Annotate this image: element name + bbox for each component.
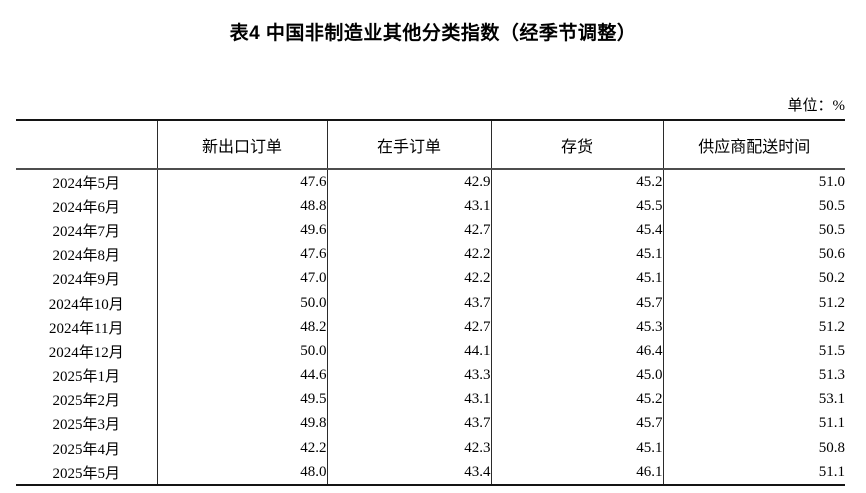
value-cell: 45.1 [490, 266, 663, 291]
month-cell: 2024年11月 [49, 320, 124, 337]
value-cell: 43.1 [326, 194, 491, 219]
value-cell: 50.2 [662, 266, 845, 291]
table-row: 2024年12月 50.0 44.1 46.4 51.5 [16, 339, 845, 364]
month-cell: 2024年8月 [52, 248, 120, 265]
value-cell: 45.3 [490, 315, 663, 340]
table-row: 2024年6月 48.8 43.1 45.5 50.5 [16, 194, 845, 219]
value-cell: 45.1 [490, 242, 663, 267]
value-cell: 50.6 [662, 242, 845, 267]
column-header-month [16, 120, 157, 170]
value-cell: 51.3 [662, 363, 845, 388]
value-cell: 50.8 [662, 436, 845, 461]
value-cell: 51.5 [662, 339, 845, 364]
value-cell: 45.0 [490, 363, 663, 388]
value-cell: 45.5 [490, 194, 663, 219]
table-body: 2024年5月 47.6 42.9 45.2 51.0 2024年6月 48.8 43.1 45… [16, 169, 845, 486]
month-cell: 2025年5月 [52, 465, 120, 482]
value-cell: 50.0 [156, 339, 327, 364]
month-cell: 2025年3月 [52, 417, 120, 434]
month-cell: 2024年9月 [52, 272, 120, 289]
value-cell: 48.2 [156, 315, 327, 340]
value-cell: 42.2 [156, 436, 327, 461]
table-row: 2024年7月 49.6 42.7 45.4 50.5 [16, 218, 845, 243]
value-cell: 49.5 [156, 387, 327, 412]
value-cell: 50.5 [662, 218, 845, 243]
table-header: 新出口订单 在手订单 存货 供应商配送时间 [16, 120, 845, 170]
value-cell: 50.0 [156, 290, 327, 316]
table-row: 2024年9月 47.0 42.2 45.1 50.2 [16, 266, 845, 291]
value-cell: 47.0 [156, 266, 327, 291]
column-header-backlog-orders: 在手订单 [326, 120, 491, 170]
table-row: 2025年3月 49.8 43.7 45.7 51.1 [16, 411, 845, 437]
table-row: 2025年1月 44.6 43.3 45.0 51.3 [16, 363, 845, 388]
month-cell: 2025年4月 [52, 441, 120, 458]
value-cell: 45.2 [490, 387, 663, 412]
value-cell: 45.7 [490, 290, 663, 316]
value-cell: 46.4 [490, 339, 663, 364]
value-cell: 45.4 [490, 218, 663, 243]
table-row: 2024年8月 47.6 42.2 45.1 50.6 [16, 242, 845, 267]
value-cell: 53.1 [662, 387, 845, 412]
value-cell: 45.7 [490, 411, 663, 437]
page-title: 表4 中国非制造业其他分类指数（经季节调整） [229, 23, 637, 44]
value-cell: 49.8 [156, 411, 327, 437]
value-cell: 43.3 [326, 363, 491, 388]
table-row: 2024年10月 50.0 43.7 45.7 51.2 [16, 290, 845, 316]
value-cell: 42.2 [326, 242, 491, 267]
unit-label: 单位：% [787, 98, 846, 114]
column-header-supplier-delivery-time: 供应商配送时间 [662, 120, 845, 170]
value-cell: 49.6 [156, 218, 327, 243]
table-row: 2025年4月 42.2 42.3 45.1 50.8 [16, 436, 845, 461]
value-cell: 42.7 [326, 315, 491, 340]
table-row: 2025年5月 48.0 43.4 46.1 51.1 [16, 460, 845, 486]
index-table: 新出口订单 在手订单 存货 供应商配送时间 2024年5月 47.6 42.9 45.… [16, 119, 845, 487]
value-cell: 46.1 [490, 460, 663, 486]
month-cell: 2024年6月 [52, 199, 120, 216]
table-row: 2024年11月 48.2 42.7 45.3 51.2 [16, 315, 845, 340]
value-cell: 51.2 [662, 315, 845, 340]
value-cell: 51.1 [662, 411, 845, 437]
value-cell: 45.1 [490, 436, 663, 461]
value-cell: 43.7 [326, 411, 491, 437]
value-cell: 47.6 [156, 169, 327, 195]
value-cell: 42.9 [326, 169, 491, 195]
value-cell: 44.1 [326, 339, 491, 364]
month-cell: 2025年2月 [52, 393, 120, 410]
value-cell: 51.0 [662, 169, 845, 195]
table-row: 2024年5月 47.6 42.9 45.2 51.0 [16, 169, 845, 195]
value-cell: 51.2 [662, 290, 845, 316]
value-cell: 42.3 [326, 436, 491, 461]
value-cell: 51.1 [662, 460, 845, 486]
value-cell: 47.6 [156, 242, 327, 267]
value-cell: 44.6 [156, 363, 327, 388]
value-cell: 48.0 [156, 460, 327, 486]
value-cell: 45.2 [490, 169, 663, 195]
month-cell: 2024年12月 [48, 344, 124, 361]
month-cell: 2024年7月 [52, 223, 120, 240]
value-cell: 48.8 [156, 194, 327, 219]
value-cell: 50.5 [662, 194, 845, 219]
value-cell: 43.1 [326, 387, 491, 412]
month-cell: 2024年10月 [48, 296, 124, 313]
value-cell: 42.7 [326, 218, 491, 243]
month-cell: 2024年5月 [52, 175, 120, 192]
column-header-inventory: 存货 [490, 120, 663, 170]
table-header-row: 新出口订单 在手订单 存货 供应商配送时间 [16, 120, 845, 170]
table-row: 2025年2月 49.5 43.1 45.2 53.1 [16, 387, 845, 412]
column-header-new-export-orders: 新出口订单 [156, 120, 327, 170]
value-cell: 42.2 [326, 266, 491, 291]
value-cell: 43.4 [326, 460, 491, 486]
month-cell: 2025年1月 [52, 369, 120, 386]
value-cell: 43.7 [326, 290, 491, 316]
